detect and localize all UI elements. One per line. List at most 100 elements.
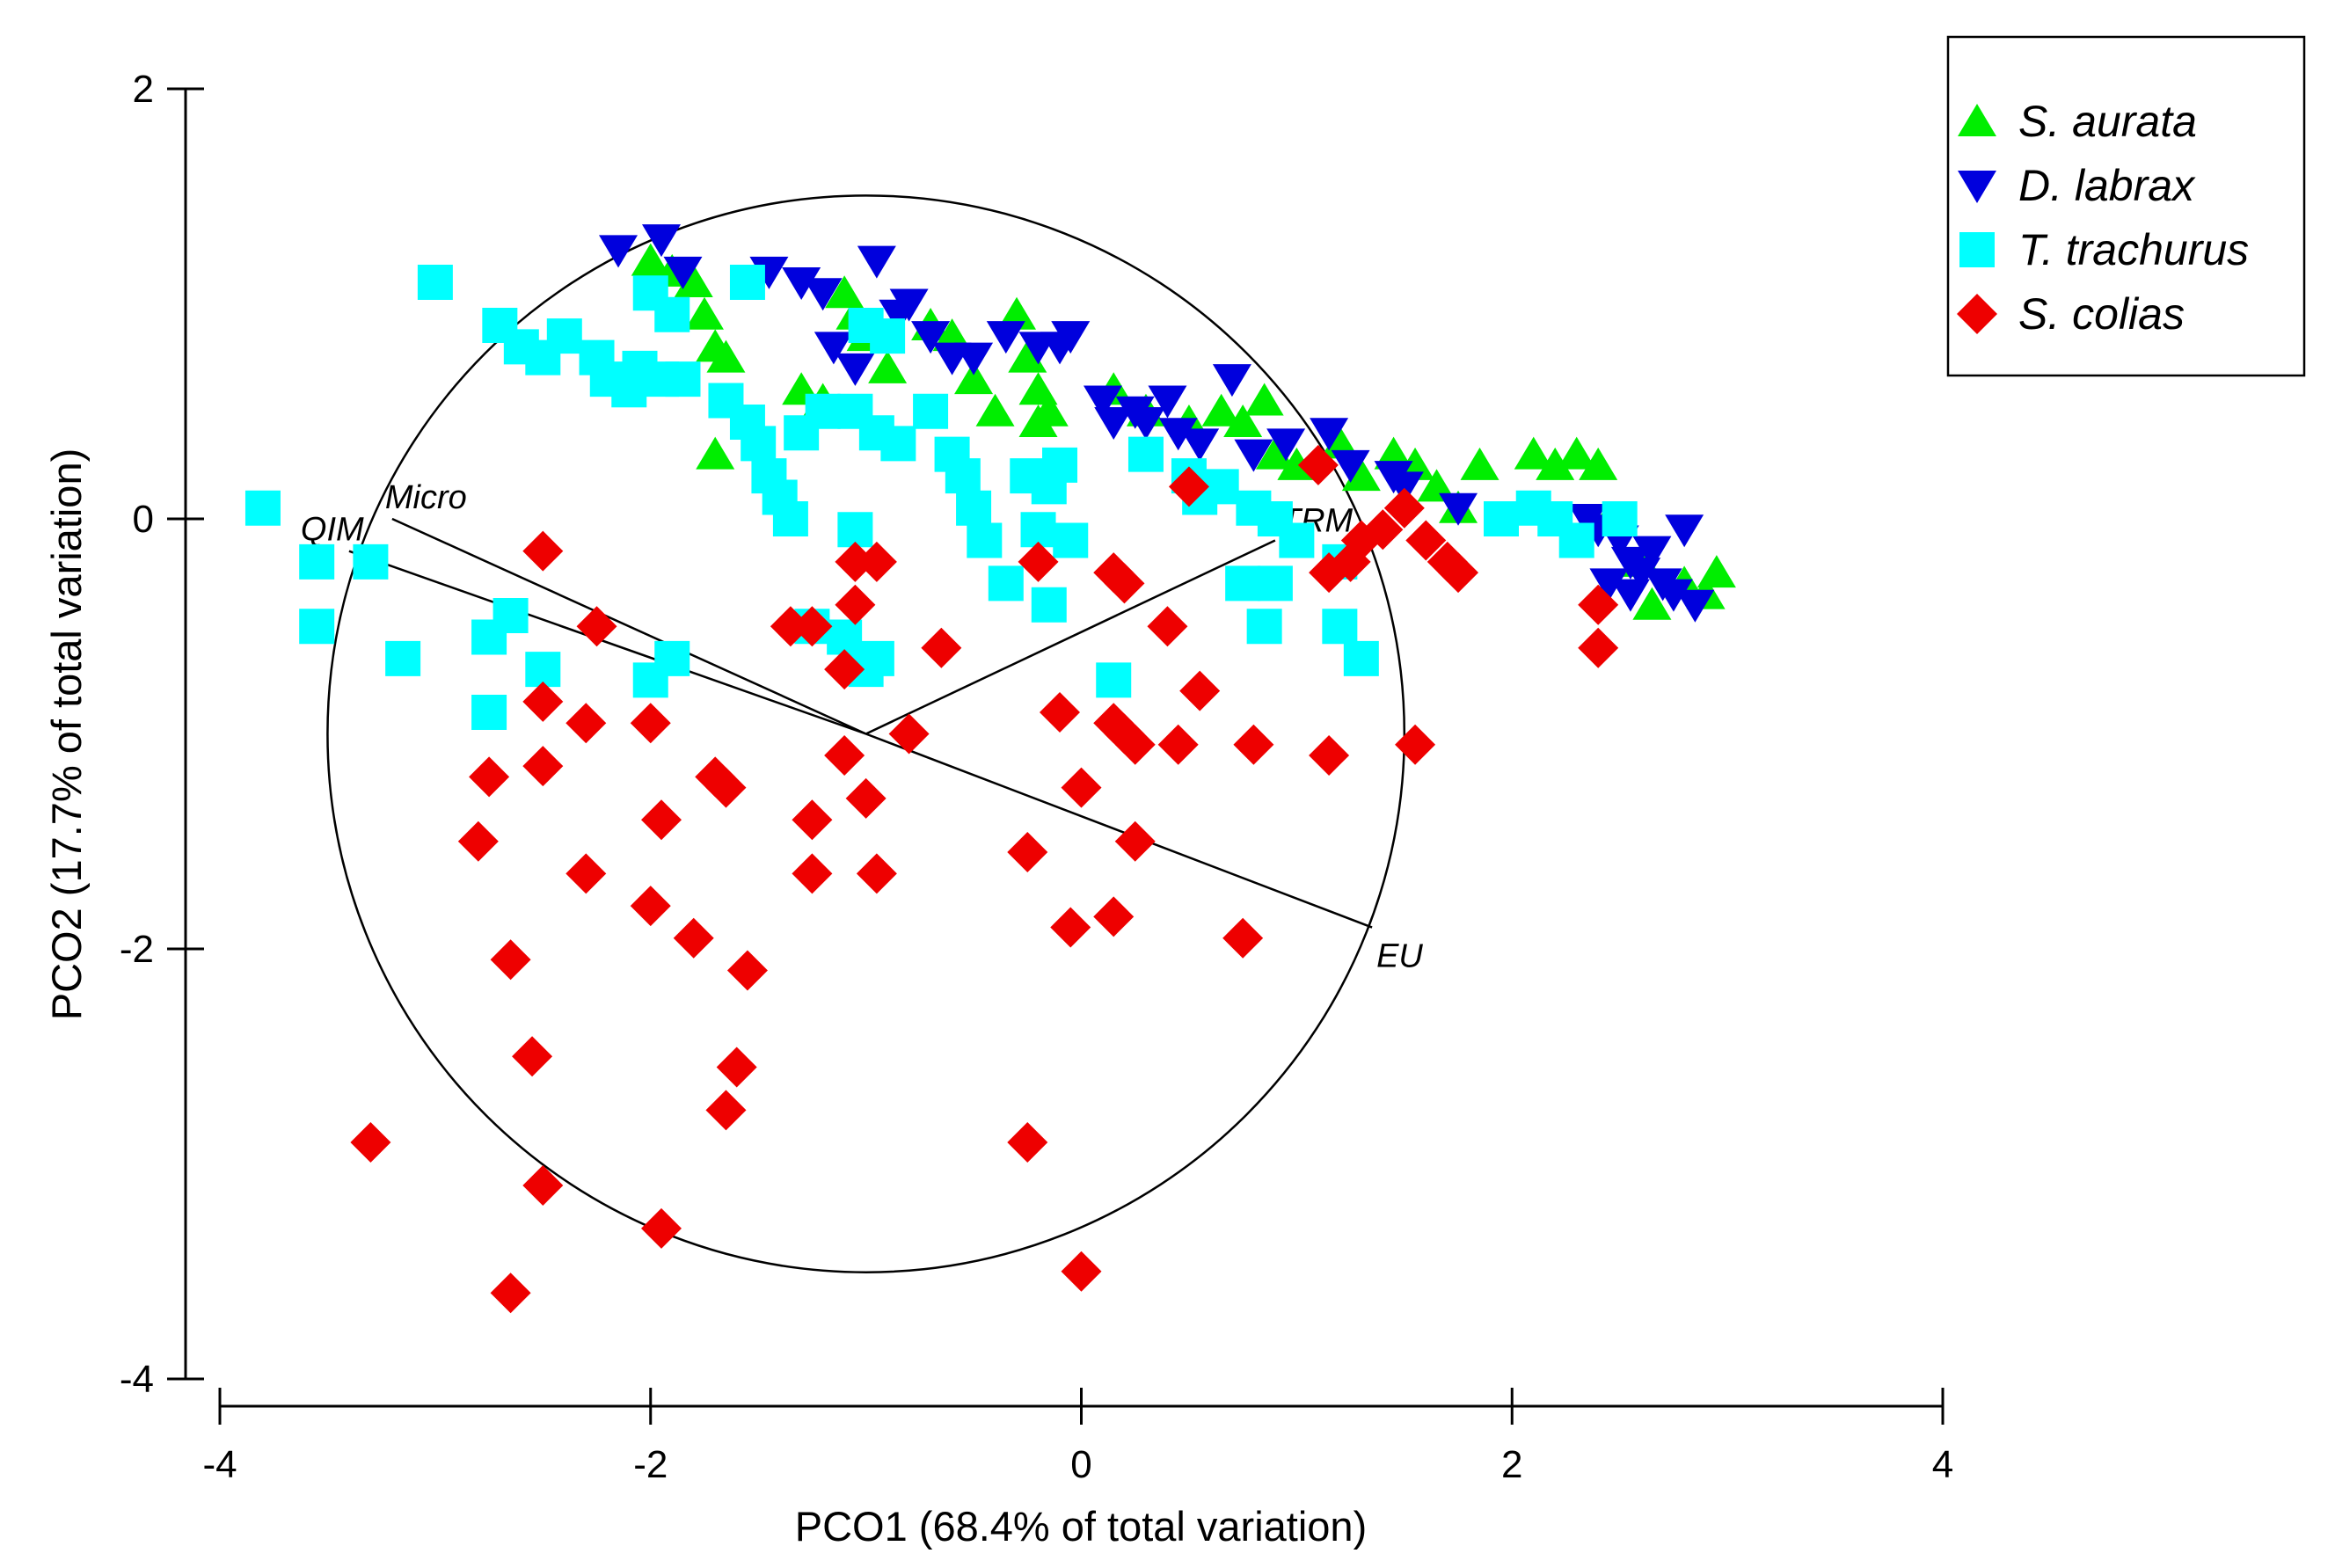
y-axis-label: PCO2 (17.7% of total variation) bbox=[43, 449, 90, 1020]
data-point bbox=[457, 820, 499, 862]
series-s-colias bbox=[350, 444, 1619, 1314]
data-point bbox=[1279, 522, 1315, 558]
data-point bbox=[1148, 385, 1187, 419]
data-point bbox=[1439, 492, 1478, 526]
data-point bbox=[641, 224, 681, 258]
data-point bbox=[921, 627, 962, 668]
data-point bbox=[1266, 428, 1306, 462]
legend-box bbox=[1946, 35, 2306, 377]
data-point bbox=[1362, 509, 1404, 551]
data-point bbox=[1405, 520, 1447, 561]
data-point bbox=[988, 565, 1024, 602]
data-point bbox=[1203, 469, 1239, 505]
data-point bbox=[654, 640, 690, 676]
data-point bbox=[1212, 364, 1251, 397]
data-point bbox=[705, 1090, 747, 1131]
data-point bbox=[1127, 436, 1164, 472]
y-tick-label: -4 bbox=[120, 1358, 154, 1401]
data-point bbox=[888, 713, 930, 755]
data-point bbox=[1460, 447, 1500, 480]
correlation-circle bbox=[326, 194, 1406, 1273]
data-point bbox=[1061, 767, 1102, 808]
vector-line bbox=[391, 517, 867, 735]
data-point bbox=[654, 296, 690, 332]
data-point bbox=[1094, 406, 1134, 440]
data-point bbox=[1558, 522, 1594, 558]
data-point bbox=[1557, 436, 1596, 470]
data-point bbox=[1104, 563, 1145, 604]
data-point bbox=[353, 543, 389, 580]
data-point bbox=[1008, 339, 1047, 373]
x-tick-label: -2 bbox=[633, 1443, 668, 1486]
data-point bbox=[1653, 579, 1693, 612]
data-point bbox=[1180, 428, 1220, 462]
data-point bbox=[640, 1207, 682, 1249]
data-point bbox=[1007, 831, 1048, 872]
data-point bbox=[945, 458, 981, 494]
data-point bbox=[837, 512, 873, 548]
legend-marker bbox=[1957, 294, 1997, 334]
data-point bbox=[805, 393, 841, 429]
data-point bbox=[630, 886, 671, 927]
data-point bbox=[1233, 724, 1274, 765]
x-tick-label: 2 bbox=[1501, 1443, 1522, 1486]
data-point bbox=[385, 640, 421, 676]
data-point bbox=[1018, 541, 1059, 582]
y-tick-label: -2 bbox=[120, 928, 154, 971]
data-point bbox=[1383, 487, 1425, 529]
data-point bbox=[975, 393, 1015, 427]
data-point bbox=[1114, 724, 1156, 765]
series-t-trachurus bbox=[244, 265, 1638, 731]
data-point bbox=[1031, 587, 1067, 623]
data-point bbox=[835, 353, 875, 386]
data-point bbox=[1157, 724, 1199, 765]
data-point bbox=[244, 490, 281, 526]
data-point bbox=[1147, 606, 1188, 647]
data-point bbox=[471, 695, 507, 731]
data-point bbox=[1222, 917, 1264, 959]
data-point bbox=[1309, 734, 1350, 776]
data-point bbox=[1007, 1122, 1048, 1163]
data-point bbox=[576, 606, 617, 647]
data-point bbox=[1322, 609, 1358, 645]
y-tick-label: 2 bbox=[133, 68, 154, 111]
vector-line bbox=[865, 539, 1276, 735]
vector-label: QIM bbox=[301, 512, 364, 549]
data-point bbox=[1051, 321, 1091, 354]
data-point bbox=[792, 853, 833, 894]
data-point bbox=[665, 361, 701, 397]
data-point bbox=[469, 756, 510, 798]
data-point bbox=[1514, 436, 1553, 470]
data-point bbox=[913, 393, 949, 429]
data-point bbox=[1083, 385, 1122, 419]
data-point bbox=[1331, 449, 1370, 483]
data-point bbox=[1257, 565, 1293, 602]
legend-label: S. aurata bbox=[2018, 97, 2197, 146]
data-point bbox=[546, 318, 582, 354]
x-tick-label: 0 bbox=[1070, 1443, 1091, 1486]
data-point bbox=[954, 342, 994, 376]
data-point bbox=[1114, 820, 1156, 862]
legend-marker bbox=[1958, 171, 1996, 203]
data-point bbox=[986, 321, 1025, 354]
data-point bbox=[716, 1047, 757, 1088]
data-point bbox=[1126, 406, 1165, 440]
data-point bbox=[729, 265, 765, 301]
data-point bbox=[1255, 436, 1295, 470]
data-point bbox=[490, 939, 531, 981]
data-point bbox=[1610, 579, 1650, 612]
data-point bbox=[522, 746, 564, 787]
data-point bbox=[1438, 552, 1479, 594]
data-point bbox=[1053, 522, 1089, 558]
data-point bbox=[824, 734, 865, 776]
legend: S. aurata D. labrax T. trachurus S. colias bbox=[1946, 35, 2306, 377]
data-point bbox=[696, 436, 735, 470]
series-d-labrax bbox=[599, 224, 1715, 623]
data-point bbox=[1029, 393, 1069, 427]
data-point bbox=[1675, 589, 1715, 623]
data-point bbox=[880, 426, 916, 462]
data-point bbox=[1096, 662, 1132, 698]
data-point bbox=[673, 917, 714, 959]
data-point bbox=[522, 1164, 564, 1206]
data-point bbox=[706, 339, 746, 373]
